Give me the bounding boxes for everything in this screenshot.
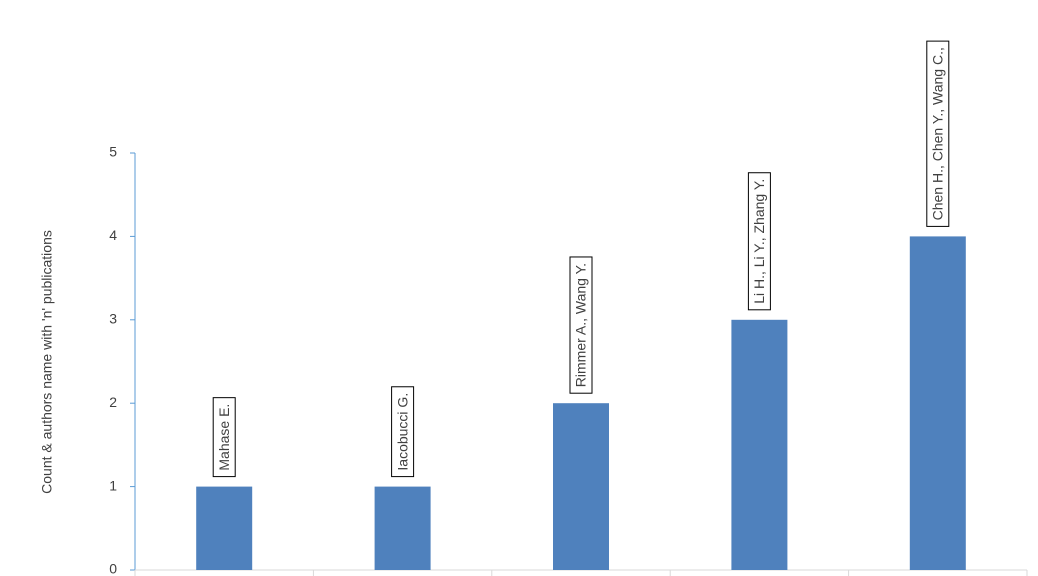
y-tick-label: 1 (109, 477, 117, 493)
bar-label: Chen H., Chen Y., Wang C., (930, 47, 946, 220)
bar-label-box (212, 397, 236, 478)
bar (731, 319, 788, 570)
bar (909, 236, 966, 570)
y-axis-title: Count & authors name with 'n' publicatio… (39, 230, 55, 494)
y-tick-label: 3 (109, 311, 117, 327)
bar-label-group: Mahase E. (212, 397, 236, 478)
y-tick-label: 0 (109, 561, 117, 576)
bar-label-group: Li H., Li Y., Zhang Y. (747, 172, 771, 311)
bar-label: Rimmer A., Wang Y. (573, 263, 589, 387)
bar-label-box (391, 386, 415, 478)
bar-label-box (569, 256, 593, 394)
bar-label-box (926, 40, 950, 227)
bar-label-group: Rimmer A., Wang Y. (569, 256, 593, 394)
y-tick-label: 2 (109, 394, 117, 410)
bar-label-box (747, 172, 771, 311)
bar-label-group: Chen H., Chen Y., Wang C., (926, 40, 950, 227)
bar-label-group: Iacobucci G. (391, 386, 415, 478)
bar (196, 486, 253, 570)
bar-label: Mahase E. (216, 404, 232, 471)
bar-label: Iacobucci G. (394, 393, 410, 471)
y-tick-label: 4 (109, 227, 117, 243)
y-tick-label: 5 (109, 144, 117, 160)
bar-label: Li H., Li Y., Zhang Y. (751, 179, 767, 304)
bar (374, 486, 431, 570)
bar (553, 403, 609, 570)
